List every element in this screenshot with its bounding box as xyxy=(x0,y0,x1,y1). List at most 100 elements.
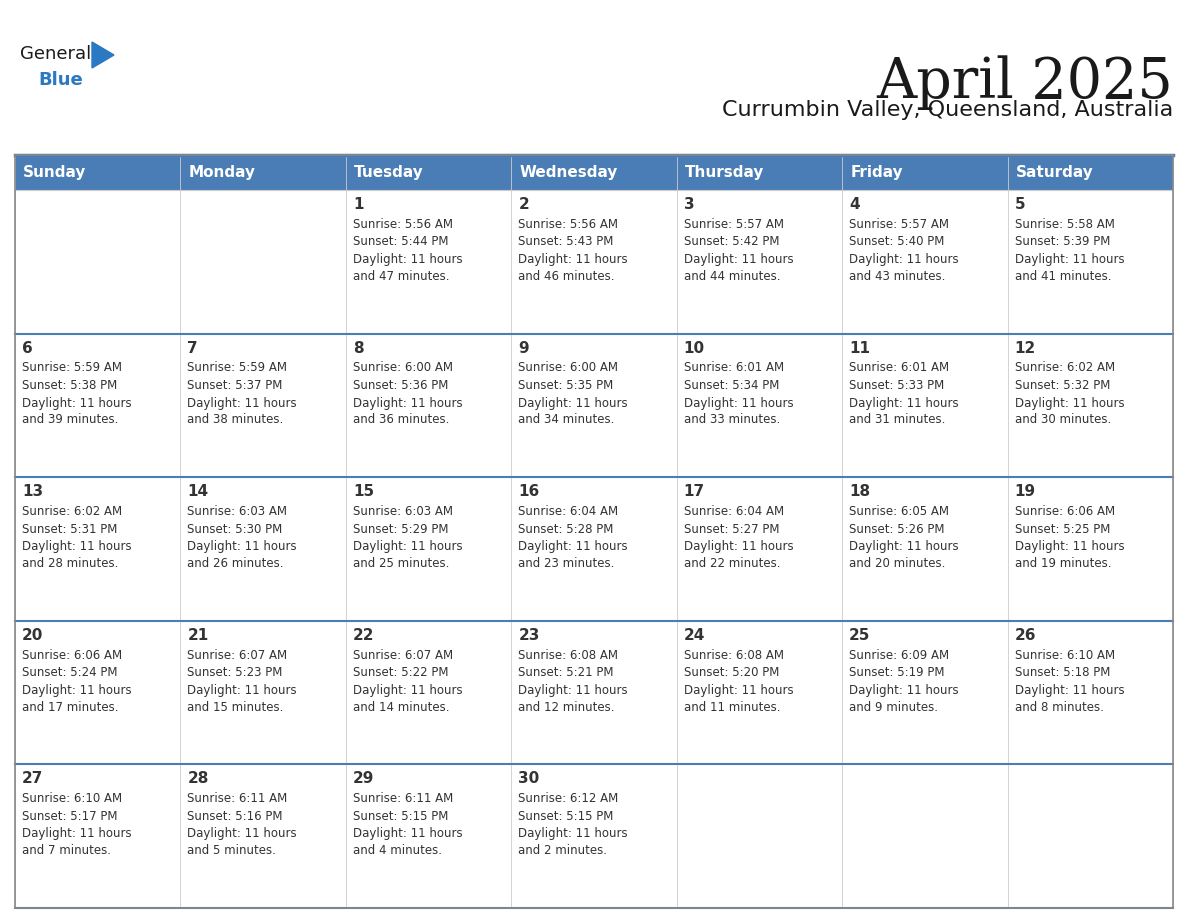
Text: Daylight: 11 hours: Daylight: 11 hours xyxy=(23,540,132,554)
Text: Sunset: 5:43 PM: Sunset: 5:43 PM xyxy=(518,235,614,249)
Text: Sunset: 5:25 PM: Sunset: 5:25 PM xyxy=(1015,522,1110,535)
Text: Sunset: 5:16 PM: Sunset: 5:16 PM xyxy=(188,810,283,823)
Bar xyxy=(181,621,346,765)
Bar xyxy=(842,477,1007,621)
Text: and 39 minutes.: and 39 minutes. xyxy=(23,413,119,426)
Text: Sunrise: 6:03 AM: Sunrise: 6:03 AM xyxy=(353,505,453,518)
Text: 29: 29 xyxy=(353,771,374,787)
Bar xyxy=(842,155,1007,190)
Text: 24: 24 xyxy=(684,628,706,643)
Text: Daylight: 11 hours: Daylight: 11 hours xyxy=(23,397,132,409)
Text: Saturday: Saturday xyxy=(1016,165,1093,180)
Bar xyxy=(677,621,842,765)
Text: 20: 20 xyxy=(23,628,44,643)
Text: 12: 12 xyxy=(1015,341,1036,355)
Text: 13: 13 xyxy=(23,484,43,499)
Bar xyxy=(842,333,1007,477)
Text: Sunrise: 6:10 AM: Sunrise: 6:10 AM xyxy=(23,792,122,805)
Text: Sunset: 5:35 PM: Sunset: 5:35 PM xyxy=(518,379,613,392)
Bar xyxy=(677,190,842,333)
Text: Wednesday: Wednesday xyxy=(519,165,618,180)
Text: Sunset: 5:40 PM: Sunset: 5:40 PM xyxy=(849,235,944,249)
Text: 1: 1 xyxy=(353,197,364,212)
Text: and 22 minutes.: and 22 minutes. xyxy=(684,557,781,570)
Bar xyxy=(1007,333,1173,477)
Text: Sunset: 5:31 PM: Sunset: 5:31 PM xyxy=(23,522,118,535)
Text: Sunset: 5:33 PM: Sunset: 5:33 PM xyxy=(849,379,944,392)
Text: 4: 4 xyxy=(849,197,860,212)
Text: and 4 minutes.: and 4 minutes. xyxy=(353,845,442,857)
Text: Sunset: 5:37 PM: Sunset: 5:37 PM xyxy=(188,379,283,392)
Text: Sunrise: 6:02 AM: Sunrise: 6:02 AM xyxy=(23,505,122,518)
Bar xyxy=(677,765,842,908)
Bar xyxy=(842,765,1007,908)
Text: and 38 minutes.: and 38 minutes. xyxy=(188,413,284,426)
Text: Daylight: 11 hours: Daylight: 11 hours xyxy=(1015,540,1124,554)
Bar xyxy=(511,477,677,621)
Text: Sunset: 5:42 PM: Sunset: 5:42 PM xyxy=(684,235,779,249)
Bar xyxy=(15,155,1173,908)
Text: Daylight: 11 hours: Daylight: 11 hours xyxy=(1015,684,1124,697)
Bar xyxy=(346,333,511,477)
Text: Daylight: 11 hours: Daylight: 11 hours xyxy=(353,397,462,409)
Bar xyxy=(15,155,181,190)
Bar xyxy=(677,155,842,190)
Text: Sunrise: 6:00 AM: Sunrise: 6:00 AM xyxy=(353,362,453,375)
Text: Sunrise: 6:06 AM: Sunrise: 6:06 AM xyxy=(23,649,122,662)
Text: Sunset: 5:19 PM: Sunset: 5:19 PM xyxy=(849,666,944,679)
Text: and 2 minutes.: and 2 minutes. xyxy=(518,845,607,857)
Text: Daylight: 11 hours: Daylight: 11 hours xyxy=(849,540,959,554)
Text: 22: 22 xyxy=(353,628,374,643)
Text: Daylight: 11 hours: Daylight: 11 hours xyxy=(353,253,462,266)
Bar xyxy=(1007,765,1173,908)
Text: Sunset: 5:39 PM: Sunset: 5:39 PM xyxy=(1015,235,1110,249)
Text: Sunrise: 5:59 AM: Sunrise: 5:59 AM xyxy=(188,362,287,375)
Bar xyxy=(181,765,346,908)
Text: Sunset: 5:32 PM: Sunset: 5:32 PM xyxy=(1015,379,1110,392)
Text: 8: 8 xyxy=(353,341,364,355)
Text: Sunset: 5:30 PM: Sunset: 5:30 PM xyxy=(188,522,283,535)
Text: and 17 minutes.: and 17 minutes. xyxy=(23,700,119,713)
Text: and 9 minutes.: and 9 minutes. xyxy=(849,700,939,713)
Text: Sunrise: 6:08 AM: Sunrise: 6:08 AM xyxy=(684,649,784,662)
Text: Daylight: 11 hours: Daylight: 11 hours xyxy=(353,827,462,840)
Bar xyxy=(15,621,181,765)
Text: and 23 minutes.: and 23 minutes. xyxy=(518,557,614,570)
Text: Sunday: Sunday xyxy=(23,165,87,180)
Bar xyxy=(511,190,677,333)
Text: April 2025: April 2025 xyxy=(877,55,1173,110)
Text: Daylight: 11 hours: Daylight: 11 hours xyxy=(518,253,628,266)
Text: Sunset: 5:15 PM: Sunset: 5:15 PM xyxy=(353,810,448,823)
Text: 15: 15 xyxy=(353,484,374,499)
Text: Sunrise: 6:05 AM: Sunrise: 6:05 AM xyxy=(849,505,949,518)
Text: Daylight: 11 hours: Daylight: 11 hours xyxy=(684,540,794,554)
Bar xyxy=(842,621,1007,765)
Text: Sunrise: 6:01 AM: Sunrise: 6:01 AM xyxy=(849,362,949,375)
Text: Sunset: 5:20 PM: Sunset: 5:20 PM xyxy=(684,666,779,679)
Text: Daylight: 11 hours: Daylight: 11 hours xyxy=(518,397,628,409)
Bar xyxy=(511,621,677,765)
Text: and 46 minutes.: and 46 minutes. xyxy=(518,270,614,283)
Text: 14: 14 xyxy=(188,484,209,499)
Text: Sunrise: 6:09 AM: Sunrise: 6:09 AM xyxy=(849,649,949,662)
Text: Daylight: 11 hours: Daylight: 11 hours xyxy=(23,684,132,697)
Text: and 31 minutes.: and 31 minutes. xyxy=(849,413,946,426)
Text: 26: 26 xyxy=(1015,628,1036,643)
Text: Sunset: 5:18 PM: Sunset: 5:18 PM xyxy=(1015,666,1110,679)
Text: Sunrise: 5:57 AM: Sunrise: 5:57 AM xyxy=(849,218,949,230)
Text: and 19 minutes.: and 19 minutes. xyxy=(1015,557,1111,570)
Text: Friday: Friday xyxy=(851,165,903,180)
Text: and 43 minutes.: and 43 minutes. xyxy=(849,270,946,283)
Text: Blue: Blue xyxy=(38,71,83,89)
Bar xyxy=(511,765,677,908)
Text: Sunrise: 6:06 AM: Sunrise: 6:06 AM xyxy=(1015,505,1114,518)
Text: Sunset: 5:34 PM: Sunset: 5:34 PM xyxy=(684,379,779,392)
Text: and 14 minutes.: and 14 minutes. xyxy=(353,700,449,713)
Text: Sunset: 5:22 PM: Sunset: 5:22 PM xyxy=(353,666,448,679)
Bar xyxy=(15,477,181,621)
Bar xyxy=(511,333,677,477)
Bar xyxy=(677,333,842,477)
Text: and 41 minutes.: and 41 minutes. xyxy=(1015,270,1111,283)
Text: Sunrise: 6:02 AM: Sunrise: 6:02 AM xyxy=(1015,362,1114,375)
Bar xyxy=(677,477,842,621)
